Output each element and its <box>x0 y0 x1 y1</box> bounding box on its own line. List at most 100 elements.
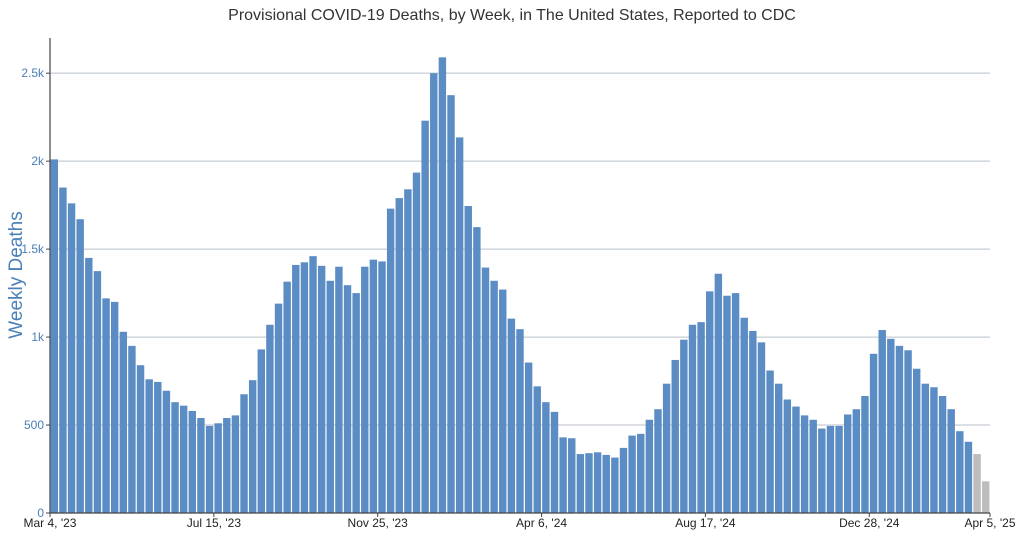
bar <box>611 457 619 513</box>
bar <box>637 433 645 513</box>
bar <box>680 339 688 513</box>
bar <box>326 280 334 513</box>
bar <box>956 431 964 513</box>
bar <box>257 349 265 513</box>
bar <box>171 402 179 513</box>
bar <box>619 447 628 513</box>
x-tick-label: Apr 6, '24 <box>516 516 567 530</box>
bar <box>981 481 990 513</box>
bar <box>585 453 593 513</box>
bars <box>50 57 990 514</box>
bar <box>266 324 274 513</box>
bar <box>895 345 904 513</box>
bar <box>162 390 171 513</box>
bar <box>343 285 352 513</box>
bar <box>706 291 714 513</box>
bar <box>464 206 472 513</box>
bar <box>292 264 300 513</box>
bar <box>843 414 852 513</box>
bar <box>568 438 576 513</box>
bar <box>499 289 507 513</box>
bar <box>809 419 817 513</box>
bar <box>938 396 947 513</box>
bar <box>723 295 731 513</box>
bar <box>826 425 835 513</box>
bar <box>533 386 541 513</box>
bar <box>395 198 403 513</box>
bar <box>76 219 84 513</box>
bar <box>749 330 757 513</box>
y-tick-label: 1.5k <box>21 242 45 256</box>
bar <box>912 368 921 513</box>
bar <box>481 267 490 513</box>
y-tick-label: 1k <box>31 330 45 344</box>
y-tick-label: 0 <box>37 506 44 520</box>
bar <box>516 329 524 513</box>
bar <box>110 301 119 513</box>
bar <box>214 423 222 513</box>
bar <box>361 266 369 513</box>
bar <box>274 303 283 513</box>
bar <box>542 402 550 513</box>
bar <box>930 387 938 513</box>
bar <box>869 353 878 513</box>
bar <box>300 262 309 513</box>
bar <box>671 359 679 513</box>
bar <box>430 73 438 514</box>
bar <box>179 405 188 513</box>
bar <box>102 298 110 513</box>
bar <box>559 437 567 513</box>
bar <box>792 406 800 513</box>
bar <box>369 259 378 513</box>
bar <box>447 95 455 513</box>
bar <box>602 454 610 513</box>
bar <box>852 409 861 513</box>
bar <box>740 317 748 513</box>
bar <box>309 256 317 513</box>
y-tick-label: 500 <box>24 418 44 432</box>
bar <box>59 187 67 513</box>
bar <box>283 281 291 513</box>
chart-title: Provisional COVID-19 Deaths, by Week, in… <box>228 7 796 24</box>
bar <box>714 273 723 513</box>
bar <box>335 266 343 513</box>
x-tick-label: Mar 4, '23 <box>24 516 77 530</box>
bar <box>455 137 464 514</box>
bar <box>136 365 145 513</box>
bar <box>205 425 214 513</box>
x-tick-label: Aug 17, '24 <box>675 516 736 530</box>
bar <box>628 435 636 513</box>
bar <box>775 383 783 513</box>
bar <box>593 452 602 513</box>
bar <box>818 428 826 513</box>
bar <box>688 324 697 513</box>
bar <box>421 120 429 514</box>
y-tick-labels: 0 500 1k 1.5k 2k 2.5k <box>21 66 45 520</box>
gridlines <box>46 72 990 514</box>
bar <box>654 409 662 513</box>
bar <box>697 322 705 513</box>
bar <box>378 261 386 513</box>
x-tick-label: Apr 5, '25 <box>965 516 1016 530</box>
bar <box>766 370 774 513</box>
bar <box>67 203 76 514</box>
bar <box>231 415 240 513</box>
bar <box>386 208 395 514</box>
bar <box>128 345 136 513</box>
bar <box>317 265 326 513</box>
bar <box>473 227 481 514</box>
bar <box>50 159 59 513</box>
bar <box>973 454 981 513</box>
bar <box>119 331 128 513</box>
bar <box>757 342 766 513</box>
bar <box>887 338 895 513</box>
bar <box>576 454 585 513</box>
bar <box>490 280 498 513</box>
bar <box>223 418 231 513</box>
y-tick-label: 2k <box>31 154 45 168</box>
x-tick-label: Jul 15, '23 <box>187 516 242 530</box>
x-tick-labels: Mar 4, '23 Jul 15, '23 Nov 25, '23 Apr 6, '… <box>24 516 1016 530</box>
bar <box>800 415 809 513</box>
x-tick-label: Dec 28, '24 <box>839 516 900 530</box>
